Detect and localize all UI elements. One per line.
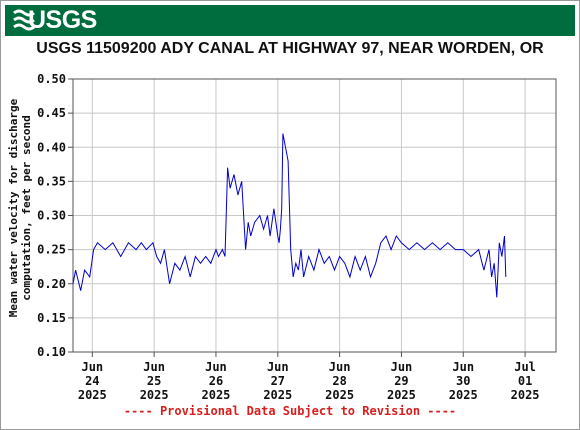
x-tick-label-month: Jun: [267, 360, 289, 374]
y-tick-label: 0.30: [37, 209, 66, 223]
grid-lines: [68, 78, 556, 357]
x-tick-labels: Jun242025Jun252025Jun262025Jun272025Jun2…: [78, 360, 540, 402]
x-tick-label-day: 26: [209, 374, 223, 388]
x-tick-label-day: 01: [518, 374, 532, 388]
y-axis-title-line-2: computation, feet per second: [20, 115, 33, 301]
x-tick-label-day: 25: [147, 374, 161, 388]
plot-area: [72, 78, 557, 353]
x-tick-label-day: 29: [394, 374, 408, 388]
y-tick-label: 0.20: [37, 277, 66, 291]
y-tick-label: 0.40: [37, 140, 66, 154]
y-tick-labels: 0.10 0.15 0.20 0.25 0.30 0.35 0.40 0.45 0.50: [37, 72, 66, 359]
x-tick-label-year: 2025: [387, 388, 416, 402]
x-tick-label-year: 2025: [511, 388, 540, 402]
x-tick-label-month: Jul: [514, 360, 536, 374]
y-tick-label: 0.10: [37, 345, 66, 359]
x-tick-label-year: 2025: [140, 388, 169, 402]
x-tick-label-day: 30: [456, 374, 470, 388]
x-tick-label-year: 2025: [263, 388, 292, 402]
chart-title: USGS 11509200 ADY CANAL AT HIGHWAY 97, N…: [36, 40, 544, 57]
x-tick-label-month: Jun: [329, 360, 351, 374]
y-tick-label: 0.45: [37, 106, 66, 120]
x-tick-label-year: 2025: [202, 388, 231, 402]
x-tick-label-day: 28: [332, 374, 346, 388]
x-tick-label-year: 2025: [325, 388, 354, 402]
y-tick-label: 0.25: [37, 243, 66, 257]
x-tick-label-day: 24: [85, 374, 99, 388]
y-axis-title-line-1: Mean water velocity for discharge: [7, 98, 20, 318]
x-tick-label-year: 2025: [449, 388, 478, 402]
x-tick-label-month: Jun: [391, 360, 413, 374]
series-line: [72, 133, 507, 298]
x-tick-label-day: 27: [271, 374, 285, 388]
x-tick-label-month: Jun: [143, 360, 165, 374]
y-tick-label: 0.35: [37, 174, 66, 188]
x-tick-label-month: Jun: [205, 360, 227, 374]
usgs-banner: USGS: [5, 5, 575, 36]
y-tick-label: 0.50: [37, 72, 66, 86]
x-tick-label-year: 2025: [78, 388, 107, 402]
y-tick-label: 0.15: [37, 311, 66, 325]
provisional-data-notice: ---- Provisional Data Subject to Revisio…: [123, 404, 457, 418]
x-tick-label-month: Jun: [452, 360, 474, 374]
usgs-logo-text: USGS: [28, 6, 97, 34]
x-tick-label-month: Jun: [81, 360, 103, 374]
usgs-wave-logo-icon: [13, 9, 35, 31]
